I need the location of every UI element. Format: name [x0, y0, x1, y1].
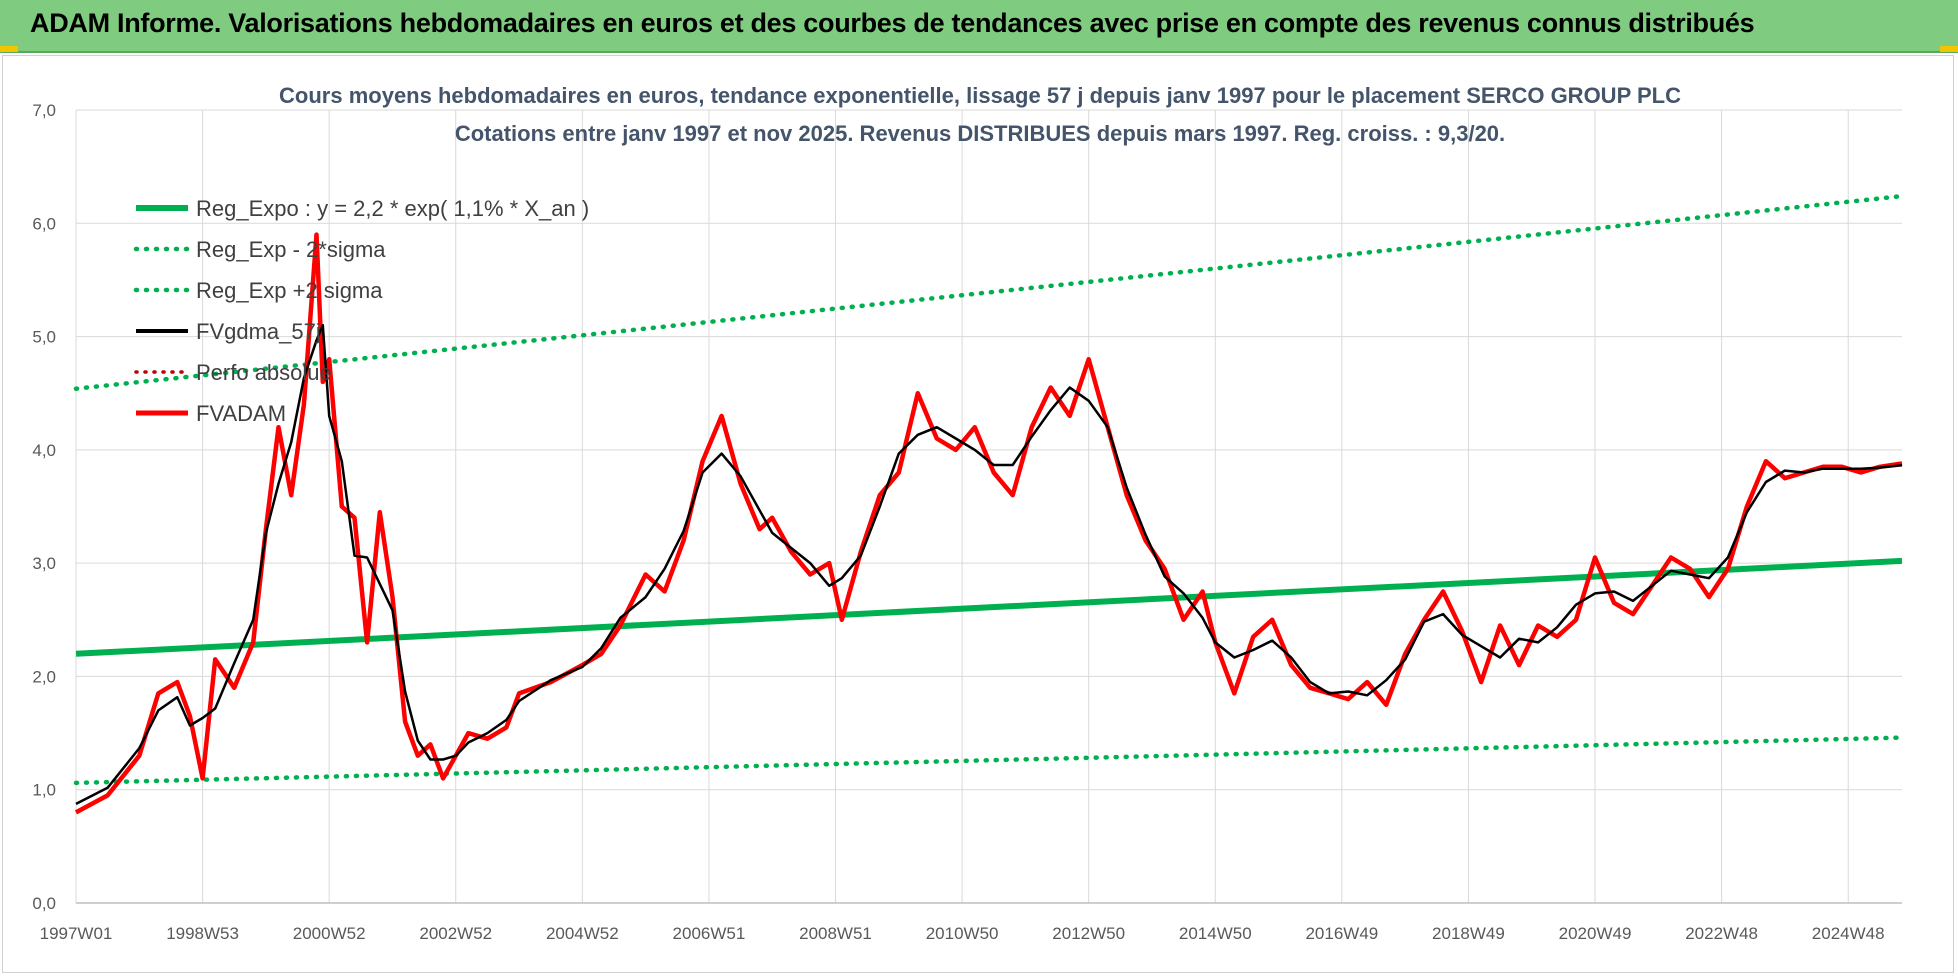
chart-frame [2, 55, 1954, 973]
x-axis-ticks: 1997W01 1998W53 2000W52 2002W52 2004W52 2006W… [40, 924, 1885, 943]
x-tick-label: 2014W50 [1179, 924, 1252, 943]
banner-corner-left [0, 46, 18, 52]
y-tick-label: 7,0 [32, 101, 56, 120]
x-tick-label: 2008W51 [799, 924, 872, 943]
legend-label: Reg_Expo : y = 2,2 * exp( 1,1% * X_an ) [196, 196, 589, 221]
x-tick-label: 2020W49 [1559, 924, 1632, 943]
report-title: ADAM Informe. Valorisations hebdomadaire… [30, 8, 1755, 38]
x-tick-label: 2018W49 [1432, 924, 1505, 943]
x-tick-label: 2012W50 [1052, 924, 1125, 943]
chart-title-line-2: Cotations entre janv 1997 et nov 2025. R… [455, 121, 1505, 146]
legend: Reg_Expo : y = 2,2 * exp( 1,1% * X_an ) R… [133, 196, 589, 426]
legend-label: Reg_Exp - 2*sigma [196, 237, 386, 262]
series-fvadam [74, 232, 1903, 815]
y-tick-label: 4,0 [32, 441, 56, 460]
series-layer [73, 193, 1905, 815]
y-tick-label: 2,0 [32, 667, 56, 686]
x-tick-label: 2002W52 [419, 924, 492, 943]
series-reg-expo [75, 557, 1903, 657]
series-fvgdma-57j [75, 323, 1903, 806]
x-tick-label: 2010W50 [926, 924, 999, 943]
y-tick-label: 6,0 [32, 214, 56, 233]
banner-corner-right [1940, 46, 1958, 52]
series-reg-plus-2sigma [73, 193, 1905, 391]
gridlines [75, 109, 1902, 904]
y-tick-label: 5,0 [32, 328, 56, 347]
y-axis-ticks: 0,0 1,0 2,0 3,0 4,0 5,0 6,0 7,0 [32, 101, 56, 913]
x-tick-label: 1998W53 [166, 924, 239, 943]
series-reg-minus-2sigma [73, 735, 1905, 786]
y-tick-label: 0,0 [32, 894, 56, 913]
x-tick-label: 2024W48 [1812, 924, 1885, 943]
x-tick-label: 2016W49 [1305, 924, 1378, 943]
x-tick-label: 2022W48 [1685, 924, 1758, 943]
x-tick-label: 2000W52 [293, 924, 366, 943]
legend-label: Reg_Exp +2 sigma [196, 278, 383, 303]
legend-label: FVADAM [196, 401, 286, 426]
legend-label: Perfo absolue [196, 360, 332, 385]
report-banner: ADAM Informe. Valorisations hebdomadaire… [0, 0, 1958, 53]
x-tick-label: 1997W01 [40, 924, 113, 943]
y-tick-label: 3,0 [32, 554, 56, 573]
chart-title-line-1: Cours moyens hebdomadaires en euros, ten… [279, 83, 1681, 108]
x-tick-label: 2004W52 [546, 924, 619, 943]
legend-label: FVgdma_57j [196, 319, 321, 344]
y-tick-label: 1,0 [32, 781, 56, 800]
x-tick-label: 2006W51 [673, 924, 746, 943]
